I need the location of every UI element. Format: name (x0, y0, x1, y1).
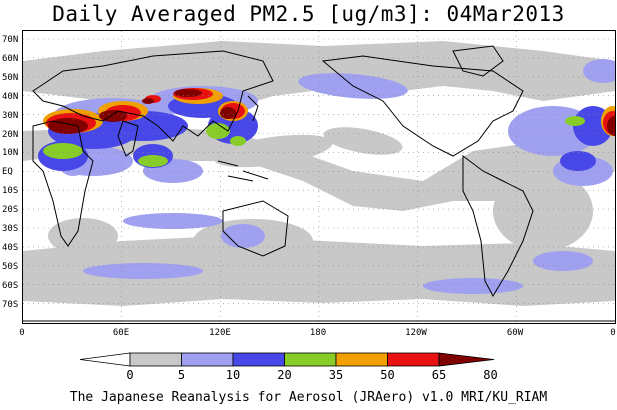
pm25-contour (607, 116, 615, 136)
pm25-contour (123, 213, 223, 229)
coastline (32, 120, 94, 247)
lon-label: 180 (309, 328, 327, 338)
colorbar-level-label: 10 (225, 368, 241, 382)
pm25-contour (493, 171, 593, 251)
pm25-contour (48, 218, 118, 254)
coastline (462, 155, 534, 298)
lon-label: 60E (112, 328, 130, 338)
colorbar-swatch (181, 352, 234, 367)
coastlines (23, 45, 615, 322)
coastline (321, 55, 524, 157)
pm25-contour (230, 136, 246, 146)
lat-label: 40N (2, 91, 19, 102)
colorbar-level-label: 80 (483, 368, 498, 382)
pm25-contour (323, 127, 403, 155)
colorbar-level-label: 20 (277, 368, 292, 382)
pm25-contour (138, 155, 168, 167)
lat-label: 10S (2, 186, 19, 197)
lat-label: 50S (2, 261, 19, 272)
lat-label: 60S (2, 280, 19, 291)
pm25-contour (423, 278, 523, 294)
colorbar-swatch (387, 352, 440, 367)
colorbar-swatch (335, 352, 388, 367)
colorbar-level-label: 35 (328, 368, 344, 382)
colorbar-level-label: 65 (431, 368, 447, 382)
lat-label: EQ (2, 167, 13, 178)
footer-credit: The Japanese Reanalysis for Aerosol (JRA… (69, 390, 548, 405)
graticule (23, 31, 615, 323)
lon-label: 0 (19, 328, 25, 338)
coastline (452, 45, 504, 77)
map-title: Daily Averaged PM2.5 [ug/m3]: 04Mar2013 (52, 2, 565, 26)
pm25-contour (220, 107, 236, 119)
colorbar-level-label: 5 (177, 368, 186, 382)
lat-label: 20N (2, 129, 19, 140)
lon-label: 120E (209, 328, 231, 338)
coastline (117, 120, 139, 157)
lat-label: 50N (2, 72, 19, 83)
pm25-contour (43, 143, 83, 159)
pm25-contour (206, 123, 230, 139)
coastline (32, 50, 274, 142)
lat-label: 70S (2, 299, 19, 310)
lat-label: 70N (2, 35, 19, 45)
lat-label: 10N (2, 148, 19, 159)
gray-band-tropics (23, 126, 615, 211)
lat-label: 30S (2, 224, 19, 234)
colorbar-swatch (232, 352, 285, 367)
pm25-contour (83, 263, 203, 279)
lon-label: 60W (506, 328, 524, 338)
lon-label: 120W (405, 328, 427, 338)
lat-label: 30N (2, 110, 19, 121)
pm25-contour (174, 89, 202, 97)
colorbar-level-label: 50 (380, 368, 395, 382)
colorbar-arrow-right (438, 352, 495, 367)
coastline (217, 160, 269, 182)
colorbar-level-label: 0 (126, 368, 134, 382)
coastline (247, 95, 259, 122)
colorbar-swatch (284, 352, 337, 367)
colorbar-arrow-left (79, 352, 131, 367)
pm25-contour (221, 224, 265, 248)
lon-label: 0 (610, 328, 616, 338)
coastline (222, 200, 289, 257)
pm25-contour (583, 59, 615, 83)
lat-label: 60N (2, 53, 19, 64)
pm25-contour (142, 98, 154, 104)
pm25-map (22, 30, 616, 324)
pm25-contour (565, 116, 585, 126)
pm25-contour (560, 151, 596, 171)
lat-label: 20S (2, 205, 19, 216)
colorbar-swatch (129, 352, 182, 367)
lat-label: 40S (2, 242, 19, 253)
